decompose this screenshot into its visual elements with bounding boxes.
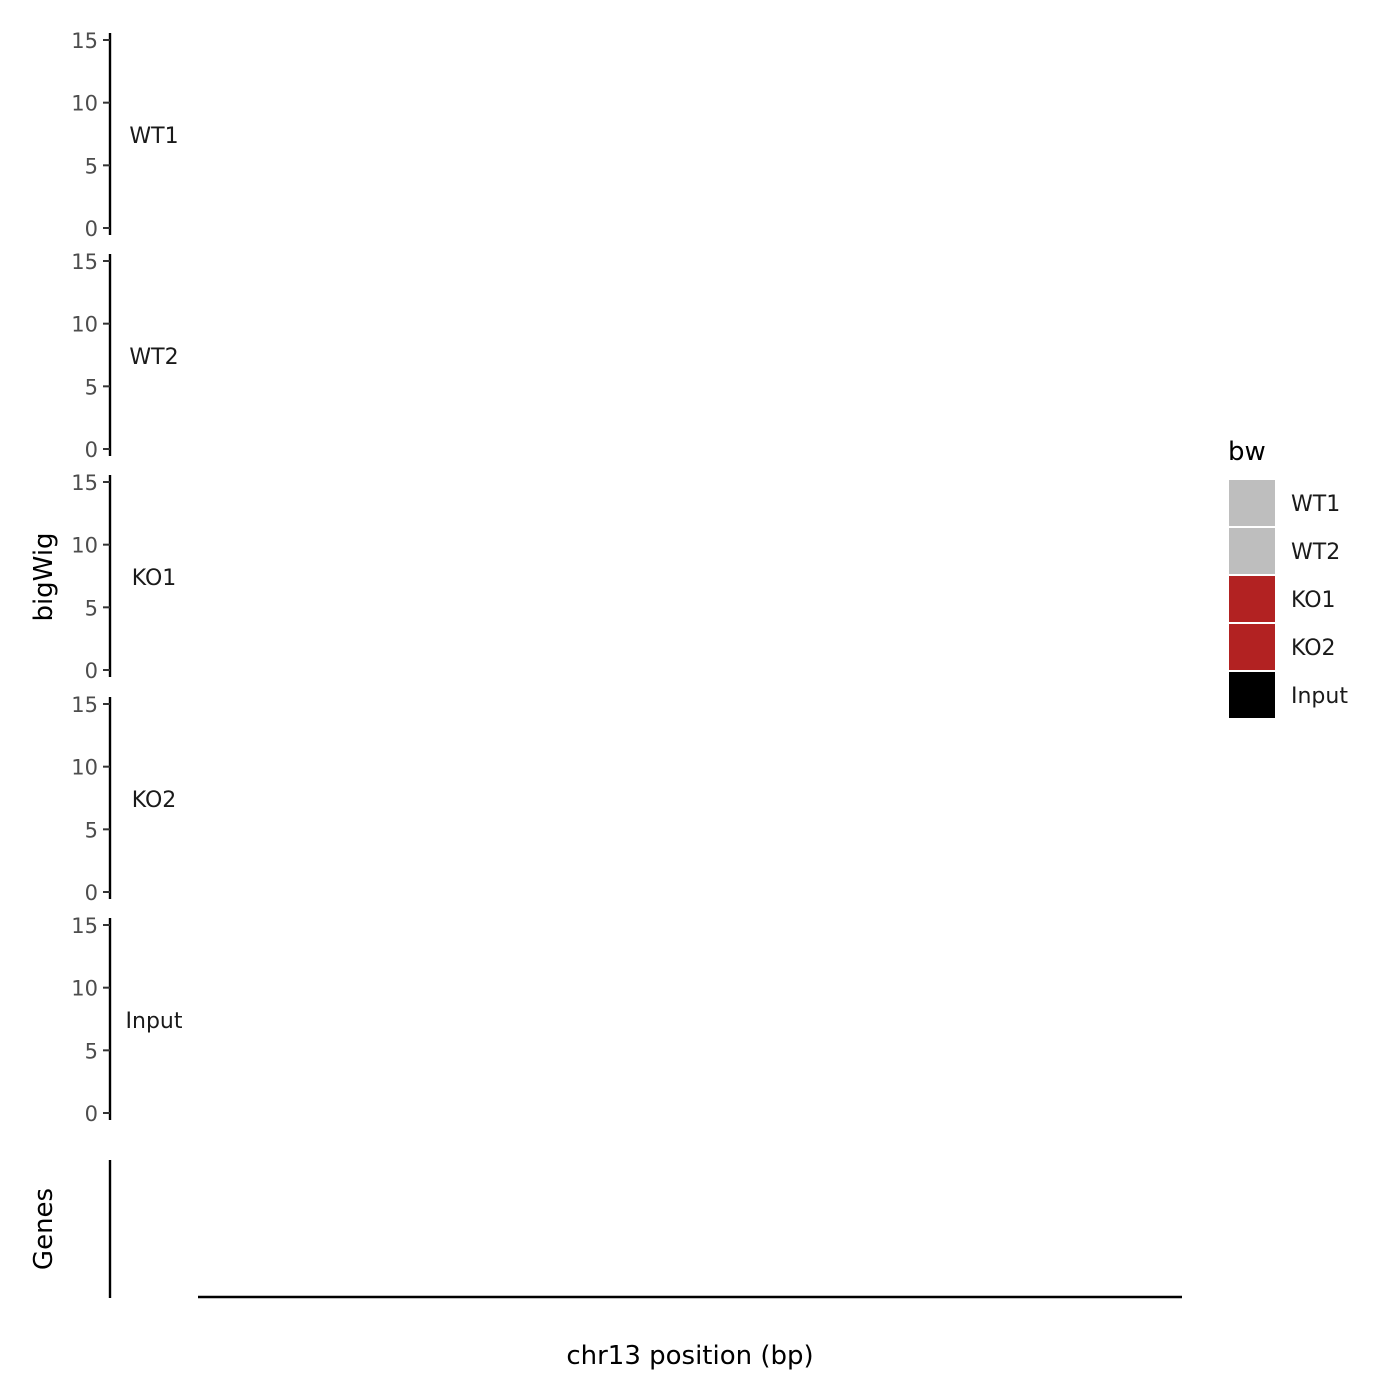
legend-item-ko2: KO2 bbox=[1229, 624, 1336, 670]
y-tick-label: 5 bbox=[85, 818, 98, 842]
y-tick-label: 10 bbox=[71, 756, 98, 780]
y-axis-title: bigWig bbox=[29, 532, 59, 621]
legend-item-ko1: KO1 bbox=[1229, 576, 1336, 622]
genes-axis-title: Genes bbox=[29, 1188, 59, 1270]
track-label: Input bbox=[126, 1009, 183, 1034]
legend-swatch bbox=[1229, 528, 1275, 574]
track-ko2: 0 5 10 15 KO2 bbox=[71, 693, 177, 905]
track-input: 0 5 10 15 Input bbox=[71, 914, 183, 1126]
genes-layer: Hist1h2bhHist1h3f bbox=[108, 1160, 112, 1298]
y-tick-label: 15 bbox=[71, 914, 98, 938]
y-tick-label: 5 bbox=[85, 375, 98, 399]
y-tick-label: 15 bbox=[71, 29, 98, 53]
y-tick-label: 0 bbox=[85, 1102, 98, 1126]
y-tick-label: 5 bbox=[85, 596, 98, 620]
y-tick-label: 15 bbox=[71, 250, 98, 274]
tracks-layer: 0 5 10 15 WT1 0 5 10 15 WT2 0 5 10 15 KO1 0 5 10 15 KO2 0 5 10… bbox=[71, 29, 183, 1126]
y-tick-label: 10 bbox=[71, 313, 98, 337]
x-axis-title: chr13 position (bp) bbox=[566, 1341, 813, 1371]
y-tick-label: 0 bbox=[85, 438, 98, 462]
y-tick-label: 10 bbox=[71, 977, 98, 1001]
track-label: KO2 bbox=[132, 788, 177, 813]
legend-swatch bbox=[1229, 624, 1275, 670]
legend-label: KO2 bbox=[1291, 636, 1336, 661]
y-tick-label: 5 bbox=[85, 1039, 98, 1063]
legend-label: Input bbox=[1291, 684, 1348, 709]
legend-label: WT1 bbox=[1291, 492, 1340, 517]
track-wt1: 0 5 10 15 WT1 bbox=[71, 29, 178, 241]
legend-label: KO1 bbox=[1291, 588, 1336, 613]
y-tick-label: 5 bbox=[85, 154, 98, 178]
legend-item-wt2: WT2 bbox=[1229, 528, 1340, 574]
legend-title: bw bbox=[1228, 437, 1266, 467]
legend: bw WT1 WT2 KO1 KO2 Input bbox=[1228, 437, 1348, 718]
y-tick-label: 15 bbox=[71, 471, 98, 495]
legend-swatch bbox=[1229, 480, 1275, 526]
y-tick-label: 15 bbox=[71, 693, 98, 717]
track-label: KO1 bbox=[132, 566, 177, 591]
legend-item-input: Input bbox=[1229, 672, 1348, 718]
track-wt2: 0 5 10 15 WT2 bbox=[71, 250, 178, 462]
legend-swatch bbox=[1229, 576, 1275, 622]
legend-entries: WT1 WT2 KO1 KO2 Input bbox=[1229, 480, 1348, 718]
x-axis: 2354300023543500235440002354450023545000 bbox=[198, 1295, 1182, 1299]
legend-swatch bbox=[1229, 672, 1275, 718]
track-label: WT1 bbox=[129, 124, 178, 149]
track-ko1: 0 5 10 15 KO1 bbox=[71, 471, 177, 683]
y-tick-label: 0 bbox=[85, 217, 98, 241]
y-tick-label: 0 bbox=[85, 881, 98, 905]
track-label: WT2 bbox=[129, 345, 178, 370]
y-tick-label: 10 bbox=[71, 92, 98, 116]
y-tick-label: 0 bbox=[85, 659, 98, 683]
y-tick-label: 10 bbox=[71, 534, 98, 558]
legend-item-wt1: WT1 bbox=[1229, 480, 1340, 526]
legend-label: WT2 bbox=[1291, 540, 1340, 565]
